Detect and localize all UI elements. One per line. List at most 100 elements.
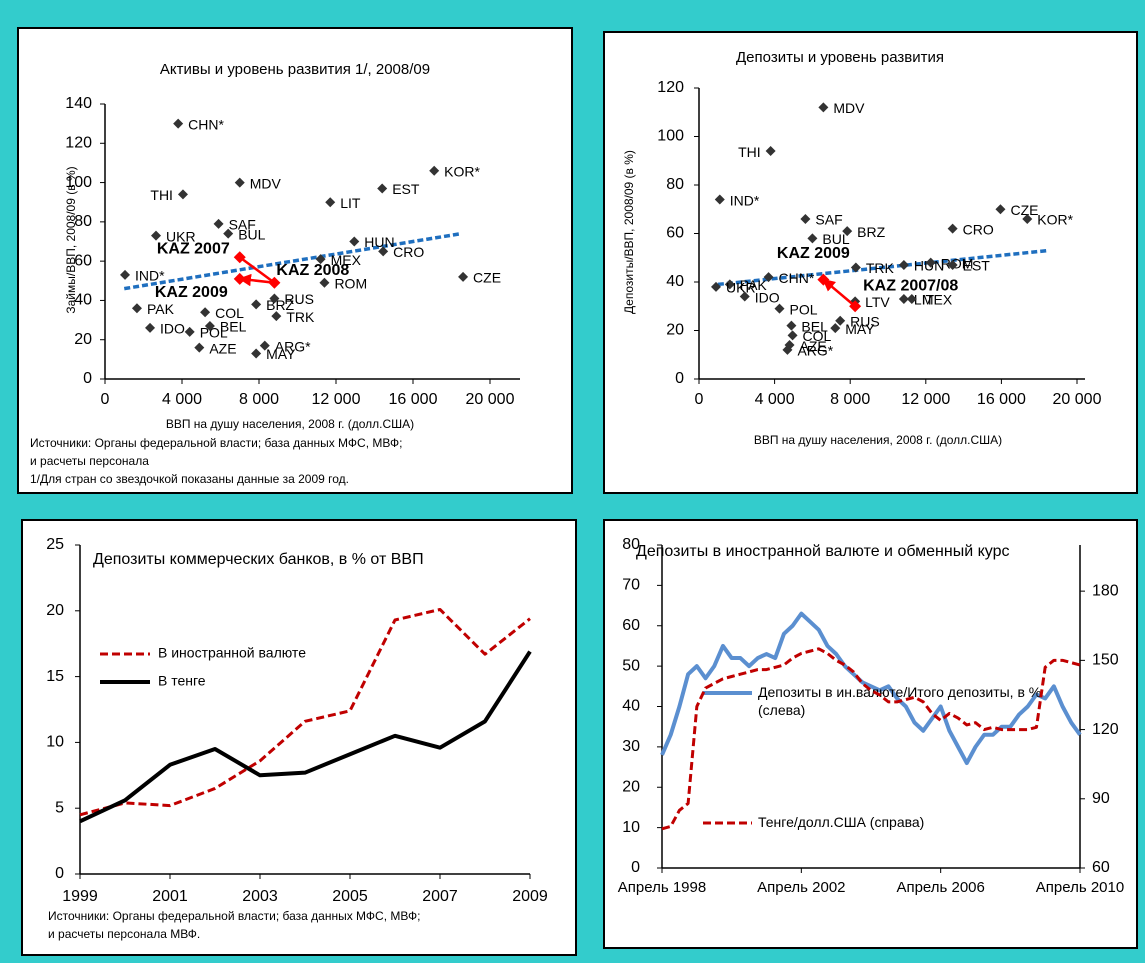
x-tick-label: 2001 bbox=[152, 888, 188, 905]
y-tick-label: 70 bbox=[622, 577, 640, 594]
point-label: THI bbox=[150, 187, 173, 203]
point-label: UKR bbox=[166, 228, 196, 244]
x-tick-label: 4 000 bbox=[162, 391, 202, 408]
point bbox=[711, 281, 722, 292]
y-tick-label: 0 bbox=[631, 859, 640, 876]
point-label: PAK bbox=[147, 301, 175, 317]
y-tick-label: 25 bbox=[46, 536, 64, 553]
x-tick-label: Апрель 1998 bbox=[618, 879, 706, 896]
point bbox=[271, 311, 282, 322]
point-label: KAZ 2009 bbox=[777, 245, 850, 262]
point-label: POL bbox=[790, 301, 818, 317]
point-label: MDV bbox=[833, 100, 865, 116]
legend-label: Депозиты в ин.валюте/Итого депозиты, в %… bbox=[758, 684, 1042, 718]
point bbox=[194, 342, 205, 353]
point-label: EST bbox=[392, 181, 420, 197]
y-tick-label: 100 bbox=[657, 128, 684, 145]
point-label: KOR* bbox=[1037, 212, 1073, 228]
x-tick-label: 0 bbox=[101, 391, 110, 408]
point-label: BUL bbox=[238, 226, 265, 242]
x-tick-label: 12 000 bbox=[312, 391, 361, 408]
point-label: TRK bbox=[866, 260, 895, 276]
point bbox=[774, 303, 785, 314]
trend-line bbox=[123, 231, 462, 291]
point-label: IDO bbox=[755, 289, 780, 305]
y-tick-label: 20 bbox=[666, 322, 684, 339]
series-line bbox=[661, 647, 1081, 831]
point-label: ROM bbox=[334, 275, 367, 291]
point bbox=[429, 165, 440, 176]
point bbox=[378, 246, 389, 257]
point bbox=[906, 293, 917, 304]
y-tick-label: 30 bbox=[622, 738, 640, 755]
point bbox=[1022, 213, 1033, 224]
y2-tick-label: 120 bbox=[1092, 721, 1119, 738]
y-tick-label: 0 bbox=[675, 370, 684, 387]
point bbox=[995, 204, 1006, 215]
trend-line bbox=[717, 248, 1049, 287]
x-tick-label: 8 000 bbox=[239, 391, 279, 408]
point-label: LTV bbox=[865, 294, 890, 310]
panel bbox=[603, 519, 1138, 949]
point bbox=[947, 260, 958, 271]
x-tick-label: 4 000 bbox=[755, 391, 795, 408]
x-tick-label: 2009 bbox=[512, 888, 548, 905]
x-tick-label: 0 bbox=[695, 391, 704, 408]
y2-tick-label: 180 bbox=[1092, 582, 1119, 599]
point-label: THI bbox=[738, 144, 761, 160]
point bbox=[850, 262, 861, 273]
point-label: LIT bbox=[914, 292, 935, 308]
legend-box: Тенге/долл.США (справа) bbox=[758, 814, 925, 830]
y-tick-label: 20 bbox=[46, 602, 64, 619]
x-tick-label: 20 000 bbox=[466, 391, 515, 408]
point bbox=[269, 293, 280, 304]
point bbox=[349, 236, 360, 247]
point-label: SAF bbox=[229, 217, 256, 233]
source-note: и расчеты персонала МВФ. bbox=[48, 927, 200, 941]
x-tick-label: 8 000 bbox=[830, 391, 870, 408]
point-label: LIT bbox=[340, 195, 361, 211]
y-tick-label: 100 bbox=[65, 174, 92, 191]
source-note: Источники: Органы федеральной власти; ба… bbox=[30, 436, 402, 450]
legend-label: В тенге bbox=[158, 673, 206, 689]
point-label: COL bbox=[215, 305, 244, 321]
y-tick-label: 60 bbox=[666, 225, 684, 242]
point bbox=[251, 299, 262, 310]
y-tick-label: 0 bbox=[55, 865, 64, 882]
point-label: ARG* bbox=[797, 343, 833, 359]
point bbox=[151, 230, 162, 241]
y-tick-label: 40 bbox=[622, 698, 640, 715]
point-label: KOR* bbox=[444, 163, 480, 179]
y-tick-label: 0 bbox=[83, 370, 92, 387]
point bbox=[315, 254, 326, 265]
point-label: POL bbox=[200, 325, 228, 341]
x-tick-label: 2003 bbox=[242, 888, 278, 905]
point bbox=[786, 320, 797, 331]
point bbox=[830, 323, 841, 334]
point-label: KAZ 2008 bbox=[276, 262, 349, 279]
y-tick-label: 20 bbox=[622, 778, 640, 795]
point bbox=[233, 272, 246, 285]
point-label: IND* bbox=[730, 192, 760, 208]
point-label: BEL bbox=[220, 319, 247, 335]
legend-label: Тенге/долл.США (справа) bbox=[758, 814, 925, 830]
point bbox=[325, 197, 336, 208]
series-line bbox=[79, 607, 531, 817]
y-tick-label: 40 bbox=[74, 292, 92, 309]
y-tick-label: 20 bbox=[74, 331, 92, 348]
x-tick-label: 16 000 bbox=[389, 391, 438, 408]
source-note: и расчеты персонала bbox=[30, 454, 149, 468]
point-label: HUN bbox=[364, 234, 394, 250]
point bbox=[223, 228, 234, 239]
chart-title: Депозиты в иностранной валюте и обменный… bbox=[636, 543, 1010, 560]
y-tick-label: 60 bbox=[622, 617, 640, 634]
point-label: KAZ 2009 bbox=[155, 284, 228, 301]
x-tick-label: 12 000 bbox=[901, 391, 950, 408]
point bbox=[739, 291, 750, 302]
point-label: MAY bbox=[266, 346, 296, 362]
point-label: AZE bbox=[800, 338, 827, 354]
point bbox=[120, 269, 131, 280]
point bbox=[251, 348, 262, 359]
connector-line bbox=[822, 278, 856, 308]
